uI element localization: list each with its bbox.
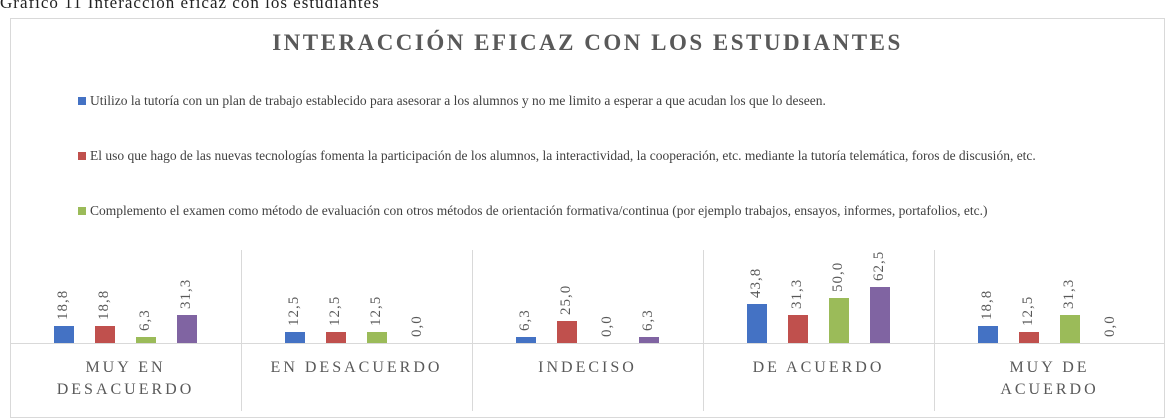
x-tick-label: DE ACUERDO xyxy=(752,359,885,376)
bar xyxy=(136,337,156,343)
data-label: 0,0 xyxy=(409,315,425,337)
bar xyxy=(557,320,577,343)
data-label: 18,8 xyxy=(96,289,112,321)
bar xyxy=(326,331,346,343)
x-tick-label: EN DESACUERDO xyxy=(270,359,443,376)
category-separator xyxy=(472,250,473,411)
category-separator xyxy=(703,250,704,411)
category-separator xyxy=(934,250,935,411)
legend-marker xyxy=(78,97,86,105)
bar xyxy=(285,331,305,343)
data-label: 12,5 xyxy=(1020,295,1036,326)
bar xyxy=(367,331,387,343)
data-label: 43,8 xyxy=(748,267,764,298)
bar xyxy=(788,314,808,343)
data-label: 6,3 xyxy=(517,309,533,332)
legend-entry: Utilizo la tutoría con un plan de trabaj… xyxy=(78,92,1160,110)
bar xyxy=(177,314,197,343)
bar xyxy=(516,337,536,343)
legend-marker xyxy=(78,207,86,215)
data-label: 0,0 xyxy=(1102,315,1118,337)
bar xyxy=(639,337,659,343)
bar xyxy=(978,326,998,343)
data-label: 25,0 xyxy=(558,284,574,315)
legend-entry: Complemento el examen como método de eva… xyxy=(78,202,1160,220)
legend-marker xyxy=(78,152,86,160)
data-label: 50,0 xyxy=(830,261,846,292)
data-label: 18,8 xyxy=(55,289,71,321)
bar xyxy=(1019,331,1039,343)
data-label: 12,5 xyxy=(327,295,343,326)
data-label: 18,8 xyxy=(979,289,995,321)
legend-entry: El uso que hago de las nuevas tecnología… xyxy=(78,147,1160,165)
data-label: 6,3 xyxy=(640,309,656,332)
x-tick-label: MUY DE ACUERDO xyxy=(1000,359,1099,398)
bar xyxy=(1060,314,1080,343)
data-label: 12,5 xyxy=(286,295,302,326)
bar xyxy=(54,326,74,343)
x-tick-label: INDECISO xyxy=(538,359,637,376)
caption: Gráfico 11 Interacción eficaz con los es… xyxy=(0,0,380,12)
data-label: 31,3 xyxy=(178,278,194,309)
category-separator xyxy=(241,250,242,411)
data-label: 0,0 xyxy=(599,315,615,337)
data-label: 62,5 xyxy=(871,250,887,281)
bar xyxy=(95,326,115,343)
data-label: 31,3 xyxy=(789,278,805,309)
data-label: 6,3 xyxy=(137,309,153,332)
bar xyxy=(747,303,767,343)
data-label: 12,5 xyxy=(368,295,384,326)
bar xyxy=(829,298,849,343)
bar xyxy=(870,286,890,343)
x-tick-label: MUY EN DESACUERDO xyxy=(56,359,195,398)
chart-title: INTERACCIÓN EFICAZ CON LOS ESTUDIANTES xyxy=(272,30,903,55)
baseline xyxy=(10,343,1165,344)
data-label: 31,3 xyxy=(1061,278,1077,309)
